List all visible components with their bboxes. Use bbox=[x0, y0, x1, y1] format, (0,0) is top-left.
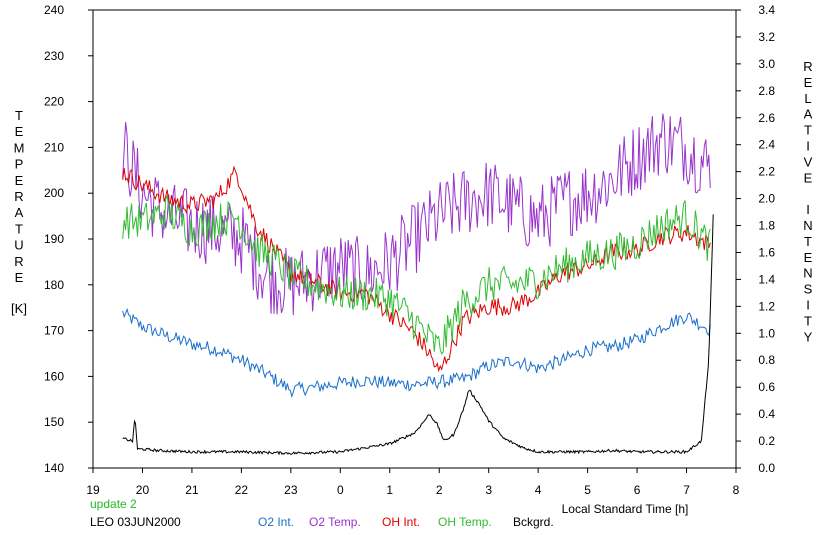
right-tick-label: 3.0 bbox=[758, 57, 775, 71]
right-title-letter: T bbox=[804, 234, 812, 249]
left-tick-label: 150 bbox=[44, 415, 64, 429]
x-tick-label: 8 bbox=[733, 483, 740, 497]
right-title-letter: I bbox=[806, 202, 810, 217]
right-tick-label: 1.6 bbox=[758, 245, 775, 259]
left-title-letter: E bbox=[15, 270, 24, 285]
left-title-letter: T bbox=[15, 221, 23, 236]
right-title-letter: I bbox=[806, 298, 810, 313]
left-tick-label: 200 bbox=[44, 186, 64, 200]
right-tick-label: 1.2 bbox=[758, 299, 775, 313]
right-title-letter: A bbox=[804, 107, 813, 122]
right-title-letter: R bbox=[803, 59, 812, 74]
x-tick-label: 23 bbox=[284, 483, 298, 497]
right-tick-label: 2.2 bbox=[758, 165, 775, 179]
right-tick-label: 0.6 bbox=[758, 380, 775, 394]
legend-entry: O2 Int. bbox=[258, 515, 294, 529]
left-title-letter: P bbox=[15, 157, 24, 172]
x-tick-label: 0 bbox=[337, 483, 344, 497]
right-tick-label: 0.0 bbox=[758, 461, 775, 475]
left-tick-label: 230 bbox=[44, 49, 64, 63]
left-title-letter: R bbox=[14, 189, 23, 204]
right-tick-label: 0.8 bbox=[758, 353, 775, 367]
x-tick-label: 6 bbox=[634, 483, 641, 497]
station-date-text: LEO 03JUN2000 bbox=[90, 515, 181, 529]
left-tick-label: 170 bbox=[44, 324, 64, 338]
left-tick-label: 190 bbox=[44, 232, 64, 246]
right-tick-label: 2.4 bbox=[758, 138, 775, 152]
left-title-letter: E bbox=[15, 173, 24, 188]
legend-entry: OH Int. bbox=[382, 515, 420, 529]
legend-entry: Bckgrd. bbox=[513, 515, 554, 529]
x-axis-title: Local Standard Time [h] bbox=[562, 502, 689, 516]
right-tick-label: 0.4 bbox=[758, 407, 775, 421]
right-title-letter: E bbox=[804, 170, 813, 185]
x-tick-label: 22 bbox=[235, 483, 249, 497]
x-tick-label: 21 bbox=[185, 483, 199, 497]
right-title-letter: N bbox=[803, 218, 812, 233]
x-axis: 19 20 21 22 23 0 1 2 3 4 5 6 7 8 bbox=[86, 468, 740, 497]
right-title-letter: N bbox=[803, 266, 812, 281]
legend-entry: O2 Temp. bbox=[309, 515, 361, 529]
right-title-letter: E bbox=[804, 250, 813, 265]
right-tick-label: 1.0 bbox=[758, 326, 775, 340]
left-tick-label: 220 bbox=[44, 95, 64, 109]
x-tick-label: 19 bbox=[86, 483, 100, 497]
left-axis: 140 150 160 170 180 190 200 210 220 230 240 bbox=[44, 3, 93, 475]
series-line bbox=[122, 165, 711, 373]
series-line bbox=[122, 194, 711, 355]
legend-entry: OH Temp. bbox=[438, 515, 492, 529]
right-title-letter: I bbox=[806, 139, 810, 154]
right-title-letter: V bbox=[804, 154, 813, 169]
series-line bbox=[122, 113, 711, 316]
right-title-letter: T bbox=[804, 123, 812, 138]
right-title-letter: E bbox=[804, 75, 813, 90]
right-title-letter: L bbox=[804, 91, 811, 106]
x-tick-label: 2 bbox=[436, 483, 443, 497]
left-tick-label: 180 bbox=[44, 278, 64, 292]
right-tick-label: 1.4 bbox=[758, 272, 775, 286]
left-tick-label: 240 bbox=[44, 3, 64, 17]
series-line bbox=[122, 307, 711, 399]
left-title-letter: M bbox=[14, 140, 25, 155]
right-tick-label: 3.4 bbox=[758, 3, 775, 17]
left-title-letter: A bbox=[15, 205, 24, 220]
x-tick-label: 4 bbox=[535, 483, 542, 497]
left-title-letter: R bbox=[14, 254, 23, 269]
right-title-letter: T bbox=[804, 313, 812, 328]
right-tick-label: 1.8 bbox=[758, 219, 775, 233]
status-text: update 2 bbox=[90, 497, 137, 511]
right-tick-label: 2.0 bbox=[758, 192, 775, 206]
left-axis-unit: [K] bbox=[11, 301, 27, 316]
x-tick-label: 20 bbox=[136, 483, 150, 497]
right-tick-label: 0.2 bbox=[758, 434, 775, 448]
right-title-letter: S bbox=[804, 282, 813, 297]
left-tick-label: 210 bbox=[44, 140, 64, 154]
left-title-letter: U bbox=[14, 238, 23, 253]
left-tick-label: 160 bbox=[44, 369, 64, 383]
left-title-letter: E bbox=[15, 124, 24, 139]
x-tick-label: 3 bbox=[485, 483, 492, 497]
right-title-letter: Y bbox=[804, 329, 813, 344]
series-layer bbox=[122, 113, 714, 456]
series-line bbox=[122, 214, 714, 456]
right-tick-label: 2.8 bbox=[758, 84, 775, 98]
left-tick-label: 140 bbox=[44, 461, 64, 475]
left-title-letter: T bbox=[15, 108, 23, 123]
x-tick-label: 5 bbox=[584, 483, 591, 497]
right-tick-label: 2.6 bbox=[758, 111, 775, 125]
x-tick-label: 7 bbox=[683, 483, 690, 497]
right-tick-label: 3.2 bbox=[758, 30, 775, 44]
right-axis: 0.0 0.2 0.4 0.6 0.8 1.0 1.2 1.4 1.6 1.8 2.0 2.2 2.4 2… bbox=[736, 3, 775, 475]
x-tick-label: 1 bbox=[386, 483, 393, 497]
legend: O2 Int. O2 Temp. OH Int. OH Temp. Bckgrd. bbox=[258, 515, 554, 529]
